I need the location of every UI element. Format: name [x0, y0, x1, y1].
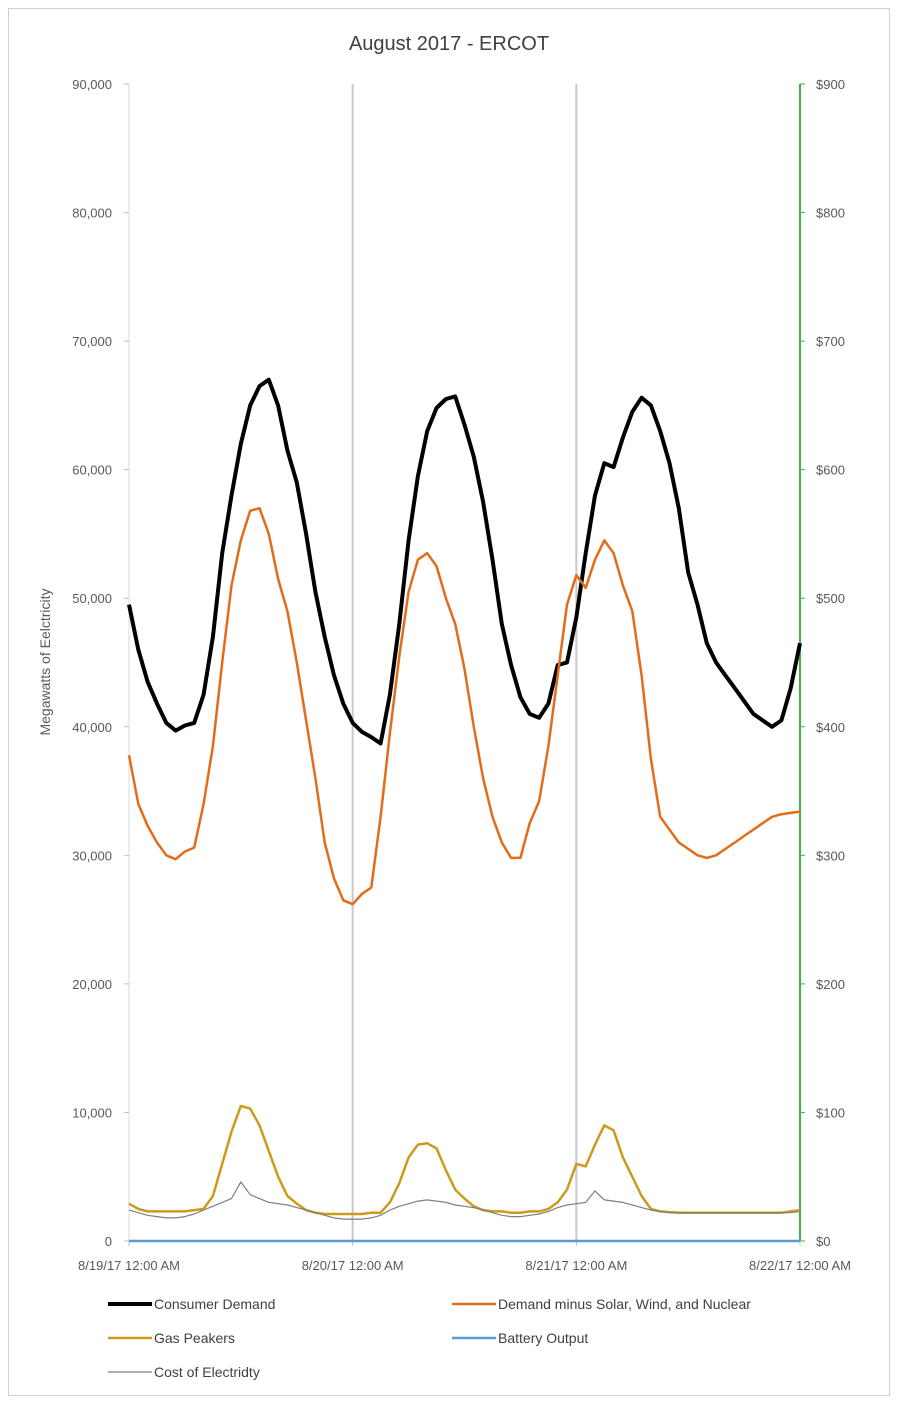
chart-title: August 2017 - ERCOT: [349, 33, 549, 55]
y2-tick-label: $200: [816, 977, 845, 992]
y2-tick-label: $400: [816, 720, 845, 735]
series-line-gas-peakers: [128, 1104, 801, 1216]
grid-layer: [351, 84, 578, 1241]
x-tick-label: 8/19/17 12:00 AM: [78, 1258, 180, 1273]
legend-label-cost-of-electridty: Cost of Electridty: [154, 1364, 260, 1380]
series-line-consumer-demand: [127, 377, 802, 746]
y-tick-label: 30,000: [72, 848, 112, 863]
legend-label-demand-minus-solar-wind-and-nuclear: Demand minus Solar, Wind, and Nuclear: [498, 1296, 751, 1312]
legend-label-battery-output: Battery Output: [498, 1330, 588, 1346]
y-tick-label: 70,000: [72, 334, 112, 349]
y2-tick-label: $600: [816, 463, 845, 478]
x-tick-label: 8/22/17 12:00 AM: [749, 1258, 851, 1273]
y-tick-label: 80,000: [72, 206, 112, 221]
legend-label-consumer-demand: Consumer Demand: [154, 1296, 275, 1312]
tick-labels: 0 10,000 20,000 30,000 40,000 50,000 60,000 70,…: [72, 77, 851, 1273]
y2-tick-label: $700: [816, 334, 845, 349]
y2-tick-label: $500: [816, 591, 845, 606]
y-tick-label: 10,000: [72, 1105, 112, 1120]
series-line-cost-of-electridty: [128, 1181, 801, 1220]
y-tick-label: 40,000: [72, 720, 112, 735]
series-line-demand-minus-solar-wind-and-nuclear: [127, 506, 801, 906]
legend-label-gas-peakers: Gas Peakers: [154, 1330, 235, 1346]
y2-tick-label: $100: [816, 1105, 845, 1120]
y-axis-title: Megawatts of Eelctricity: [37, 588, 53, 735]
y-tick-label: 50,000: [72, 591, 112, 606]
axes-layer: [124, 83, 805, 1246]
y-tick-label: 0: [105, 1234, 112, 1249]
x-tick-label: 8/20/17 12:00 AM: [302, 1258, 404, 1273]
series-layer: [127, 377, 802, 1243]
y2-tick-label: $900: [816, 77, 845, 92]
y-tick-label: 20,000: [72, 977, 112, 992]
y-tick-label: 90,000: [72, 77, 112, 92]
y-tick-label: 60,000: [72, 463, 112, 478]
y2-tick-label: $800: [816, 206, 845, 221]
y2-tick-label: $0: [816, 1234, 830, 1249]
legend: Consumer Demand Demand minus Solar, Wind,…: [108, 1296, 751, 1380]
x-tick-label: 8/21/17 12:00 AM: [525, 1258, 627, 1273]
y2-tick-label: $300: [816, 848, 845, 863]
